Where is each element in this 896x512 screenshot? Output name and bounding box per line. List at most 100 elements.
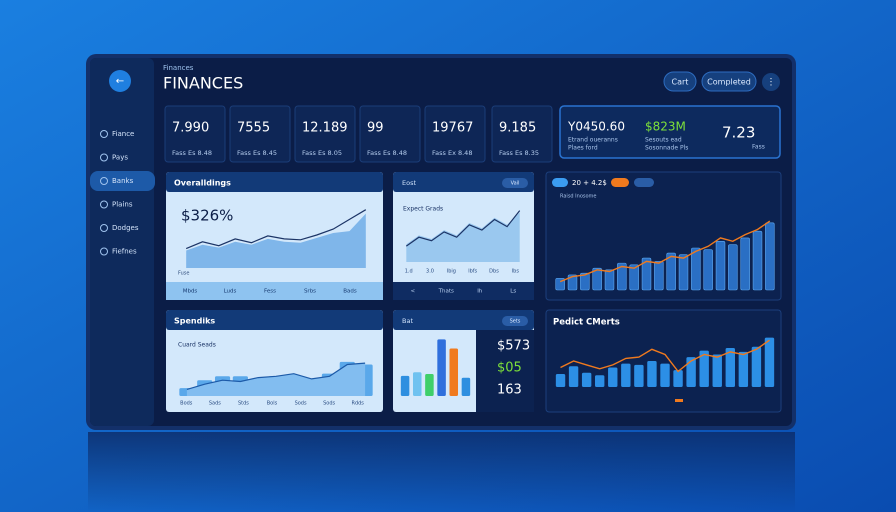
axis-label: Stds — [238, 401, 249, 407]
sidebar-icon — [100, 247, 108, 256]
panel-body — [476, 330, 534, 412]
highlight-label: Etrand oueranns — [568, 137, 618, 144]
chart-subtitle: Raisd Inosome — [560, 194, 597, 200]
stat-label: Fass Es 8.45 — [237, 149, 277, 157]
axis-label: Ibig — [447, 269, 456, 275]
highlight-sub: Plaes ford — [568, 145, 598, 152]
bar — [699, 350, 709, 387]
bar — [400, 375, 410, 396]
bar — [660, 363, 670, 387]
page-title: FINANCES — [163, 74, 243, 93]
tag[interactable] — [502, 316, 528, 326]
axis-label: Bads — [343, 289, 357, 295]
bar — [437, 339, 446, 396]
bar — [654, 261, 664, 291]
axis-label: Luds — [224, 289, 237, 295]
sidebar-item: Plains — [112, 201, 133, 209]
bar — [686, 357, 696, 387]
more-button[interactable] — [762, 73, 780, 91]
figure: 163 — [497, 383, 522, 398]
stat-card — [424, 105, 486, 163]
stat-value: 7555 — [237, 121, 270, 136]
bar — [765, 222, 775, 291]
legend-label: 20 + 4.2$ — [572, 179, 607, 187]
bar — [425, 374, 434, 396]
panel-header — [393, 310, 534, 330]
stat-label: Fass Es 8.48 — [367, 149, 407, 157]
line — [405, 210, 521, 247]
back-button[interactable] — [109, 70, 131, 92]
axis-label: Sads — [209, 401, 221, 407]
stat-card — [229, 105, 291, 163]
back-icon: ← — [116, 76, 124, 87]
axis-title: Fuse — [178, 271, 189, 277]
reflection — [88, 432, 795, 512]
bar — [567, 274, 578, 291]
figure: $05 — [497, 361, 522, 376]
more-icon: ⋮ — [767, 78, 776, 88]
axis-label: 3.0 — [426, 269, 434, 275]
sidebar-item: Dodges — [112, 224, 139, 232]
panel-header — [166, 310, 383, 330]
sidebar-item: Pays — [112, 154, 128, 162]
bar — [641, 257, 652, 291]
highlight-label: Sesouts ead — [645, 137, 682, 144]
bar — [595, 375, 605, 387]
stat-label: Fass Es 8.05 — [302, 149, 342, 157]
axis-label: Ibs — [512, 269, 520, 275]
header-button[interactable] — [663, 71, 697, 92]
sidebar-icon — [100, 224, 108, 232]
highlight-value: $823M — [645, 120, 686, 134]
bar — [678, 254, 689, 291]
panel — [545, 309, 782, 413]
bar — [555, 374, 566, 387]
sidebar-icon — [100, 130, 108, 138]
line — [559, 220, 771, 283]
bar — [712, 354, 722, 387]
bar — [740, 237, 750, 291]
highlight-value: Y0450.60 — [567, 120, 625, 134]
sidebar-active — [90, 171, 155, 191]
axis-label: Ls — [510, 289, 516, 295]
bar — [629, 264, 639, 291]
sidebar — [90, 58, 154, 426]
panel-title: Spendiks — [174, 317, 215, 326]
sidebar-item: Banks — [112, 177, 134, 185]
panel-title: Overalldings — [174, 179, 231, 188]
tag-label: Vail — [511, 181, 520, 187]
bar — [647, 361, 657, 387]
bar — [738, 351, 749, 387]
area — [186, 213, 366, 268]
area — [406, 212, 520, 262]
legend-swatch — [675, 399, 683, 402]
sidebar-icon — [100, 153, 108, 162]
panel-title: Eost — [402, 179, 416, 187]
axis-label: Srbs — [304, 289, 316, 295]
bar — [412, 372, 422, 396]
line — [560, 339, 770, 373]
legend-pill — [611, 178, 629, 187]
axis-label: Sods — [323, 401, 335, 407]
panel-subtitle: Cuard Seads — [178, 342, 216, 349]
bar — [461, 377, 471, 396]
bar — [592, 267, 602, 291]
highlight-sub: Sosonnade Pls — [645, 145, 688, 152]
line — [185, 209, 367, 250]
axis-label: Rdds — [351, 401, 364, 407]
tag[interactable] — [502, 178, 528, 188]
panel-subtitle: Expect Grads — [403, 206, 443, 213]
bar — [691, 247, 701, 291]
sidebar-item: Fiance — [112, 130, 134, 138]
bar — [728, 244, 738, 291]
bar — [617, 262, 627, 291]
bar — [715, 240, 726, 291]
panel-header — [166, 172, 383, 192]
figure: $573 — [497, 339, 530, 354]
header-button[interactable] — [701, 71, 757, 92]
panel-footer — [166, 282, 383, 300]
legend-pill — [552, 178, 568, 187]
bar — [752, 230, 763, 291]
bar — [751, 346, 762, 387]
